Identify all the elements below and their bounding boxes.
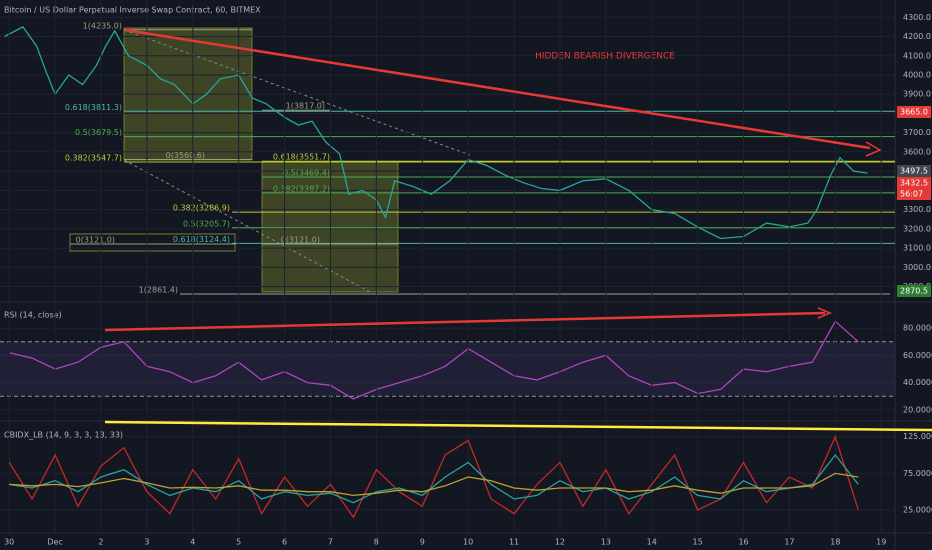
series-line	[9, 472, 859, 497]
x-tick-label: 13	[601, 538, 611, 547]
price-tag	[897, 106, 931, 118]
fib-trend	[123, 159, 371, 293]
fib-label: 0.382(3387.2)	[273, 184, 330, 193]
annotation: HIDDEN BEARISH DIVERGENCE	[535, 52, 675, 62]
x-tick-label: Dec	[47, 538, 62, 547]
series-line	[9, 453, 859, 504]
x-tick-label: 30	[4, 538, 14, 547]
trendline	[124, 28, 871, 150]
y-tick-label: 80.0000	[903, 324, 932, 333]
x-tick-label: 16	[738, 538, 748, 547]
fib-label: 0.618(3124.4)	[173, 235, 230, 244]
price-tag	[897, 177, 931, 189]
y-tick-label: 3000.0	[903, 263, 931, 272]
fib-label: 0.5(3469.4)	[283, 169, 330, 178]
x-tick-label: 4	[190, 538, 195, 547]
y-tick-label: 4300.0	[903, 13, 931, 22]
fib-label: 0(3121.0)	[281, 236, 320, 245]
x-tick-label: 8	[374, 538, 379, 547]
fib-label: 0.5(3205.7)	[183, 219, 230, 228]
fib-label: 1(4235.0)	[83, 21, 122, 30]
series-line	[8, 434, 859, 519]
trendline	[104, 311, 826, 332]
y-tick-label: 60.0000	[903, 351, 932, 360]
y-tick-label: 40.0000	[903, 378, 932, 387]
price-tag	[897, 165, 931, 177]
y-tick-label: 3100.0	[903, 244, 931, 253]
x-tick-label: 15	[693, 538, 703, 547]
fib-label: 0.618(3551.7)	[273, 153, 330, 162]
x-tick-label: 5	[236, 538, 241, 547]
fib-label: 0.5(3679.5)	[75, 128, 122, 137]
x-tick-label: 2	[98, 538, 103, 547]
y-tick-label: 3200.0	[903, 224, 931, 233]
y-tick-label: 25.0000	[903, 506, 932, 515]
fib-label: 0(3121.0)	[76, 236, 115, 245]
price-tag-label: 56:07	[900, 190, 923, 199]
x-tick-label: 17	[784, 538, 794, 547]
fib-label: 0.382(3286.9)	[173, 204, 230, 213]
y-tick-label: 125.0000	[903, 432, 932, 441]
y-tick-label: 3700.0	[903, 128, 931, 137]
x-tick-label: 7	[328, 538, 333, 547]
price-tag-label: 3497.5	[900, 167, 928, 176]
y-tick-label: 3600.0	[903, 147, 931, 156]
price-tag	[897, 188, 931, 200]
fib-box	[69, 233, 236, 252]
series-line	[9, 320, 859, 400]
x-tick-label: 9	[420, 538, 425, 547]
price-tag-label: 3665.0	[900, 108, 928, 117]
x-tick-label: 11	[509, 538, 519, 547]
fib-label: 1(3817.0)	[286, 102, 325, 111]
x-tick-label: 19	[876, 538, 886, 547]
x-tick-label: 10	[463, 538, 473, 547]
x-tick-label: 14	[647, 538, 657, 547]
fib-label: 1(2861.4)	[139, 285, 178, 294]
price-tag	[897, 285, 931, 297]
x-tick-label: 18	[830, 538, 840, 547]
arrow	[817, 307, 832, 319]
price-tag-label: 3432.5	[900, 179, 928, 188]
trendline	[104, 420, 932, 432]
y-tick-label: 4000.0	[903, 71, 931, 80]
y-tick-label: 3900.0	[903, 90, 931, 99]
price-tag-label: 2870.5	[900, 287, 928, 296]
arrow	[865, 141, 882, 157]
y-tick-label: 4200.0	[903, 32, 931, 41]
x-tick-label: 3	[144, 538, 149, 547]
fib-label: 0.618(3811.3)	[65, 103, 122, 112]
fib-label: 0(3560.6)	[166, 151, 205, 160]
y-tick-label: 75.0000	[903, 469, 932, 478]
x-tick-label: 12	[555, 538, 565, 547]
y-tick-label: 3300.0	[903, 205, 931, 214]
x-tick-label: 6	[282, 538, 287, 547]
y-tick-label: 20.0000	[903, 405, 932, 414]
rsi-band	[0, 341, 895, 397]
pane-title: CBIDX_LB (14, 9, 3, 3, 13, 33)	[4, 431, 123, 440]
y-tick-label: 4100.0	[903, 51, 931, 60]
pane-title: RSI (14, close)	[4, 311, 62, 320]
pane-title: Bitcoin / US Dollar Perpetual Inverse Sw…	[4, 6, 261, 15]
fib-label: 0.382(3547.7)	[65, 153, 122, 162]
fib-trend	[123, 29, 471, 156]
